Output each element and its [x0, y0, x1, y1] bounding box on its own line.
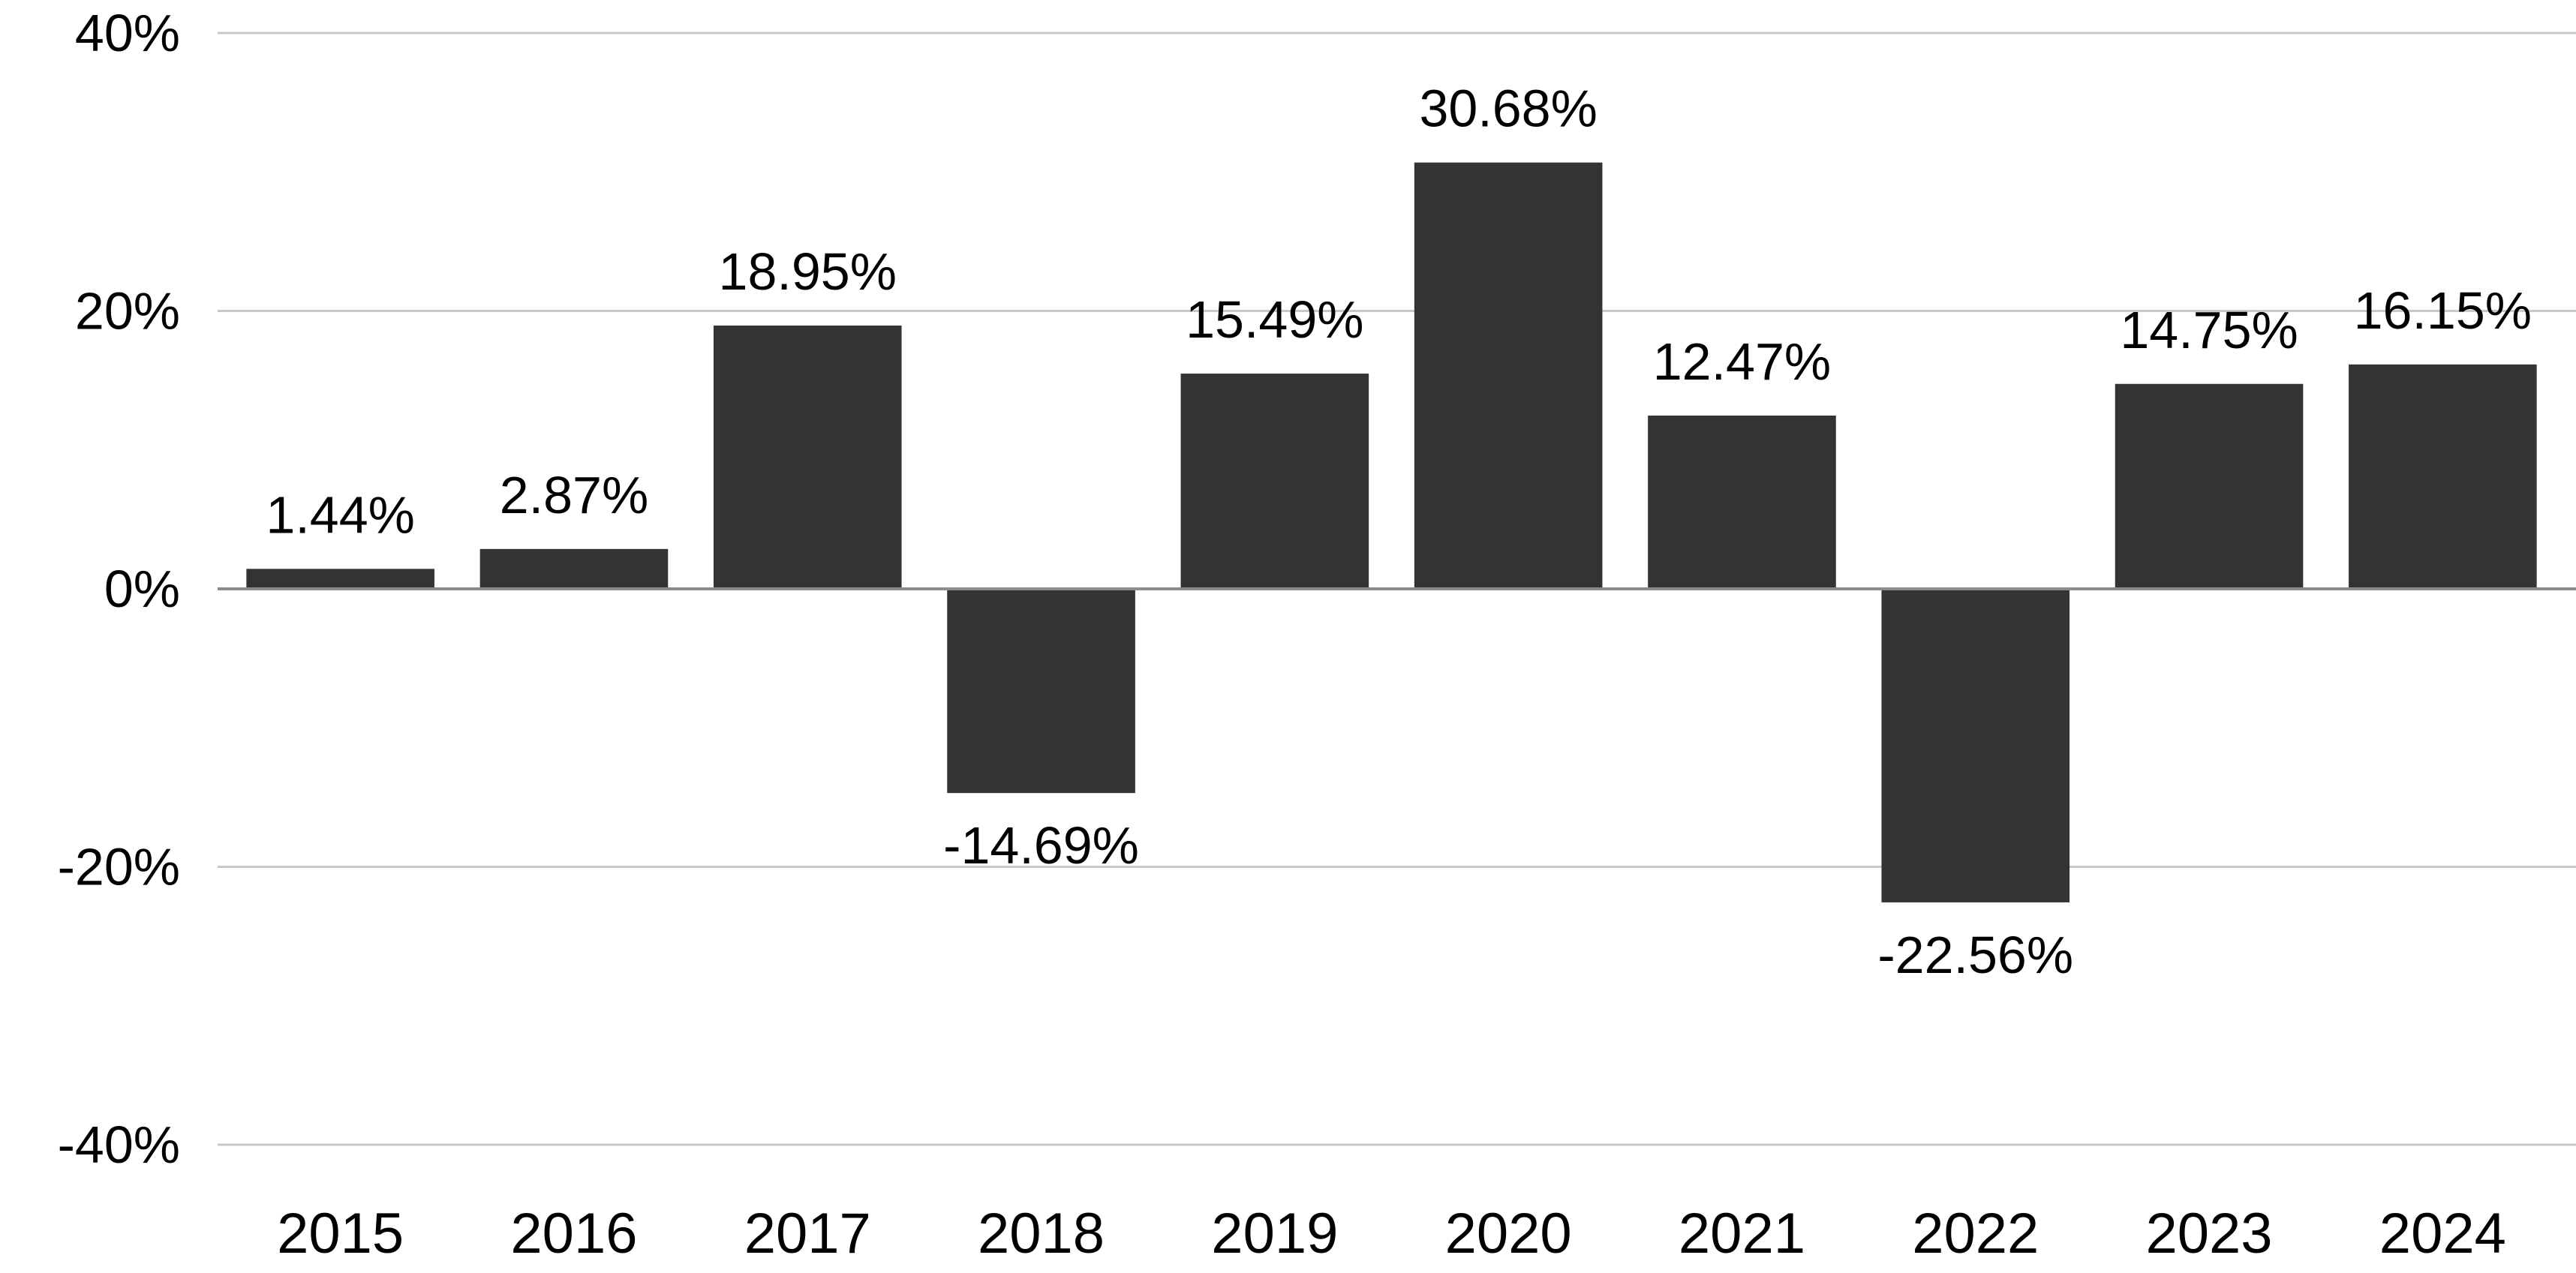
bar-value-label: 18.95% [719, 242, 897, 301]
x-tick-label: 2018 [978, 1202, 1105, 1265]
bar-2019 [1180, 374, 1369, 589]
x-tick-label: 2022 [1912, 1202, 2039, 1265]
bar-2021 [1648, 415, 1836, 589]
x-tick-label: 2024 [2379, 1202, 2506, 1265]
bar-value-label: 12.47% [1653, 332, 1831, 391]
x-axis-tick-labels: 2015 2016 2017 2018 2019 2020 2021 2022 2023 2024 [277, 1202, 2506, 1265]
bar-2018 [947, 589, 1135, 794]
bar-value-label: 15.49% [1186, 290, 1363, 349]
y-tick-label: -40% [58, 1115, 180, 1174]
bar-value-label: 2.87% [500, 466, 648, 524]
gridlines [218, 32, 2576, 1146]
x-tick-label: 2016 [510, 1202, 637, 1265]
bar-2015 [246, 569, 434, 589]
bar-2023 [2115, 383, 2304, 589]
bar-2020 [1414, 162, 1603, 589]
x-tick-label: 2015 [277, 1202, 404, 1265]
x-tick-label: 2021 [1679, 1202, 1805, 1265]
bars [246, 162, 2537, 902]
x-tick-label: 2023 [2146, 1202, 2273, 1265]
bar-value-label: -22.56% [1877, 926, 2073, 984]
bar-value-labels: 1.44% 2.87% 18.95% -14.69% 15.49% 30.68% 12.47… [266, 80, 2532, 984]
x-tick-label: 2019 [1211, 1202, 1338, 1265]
y-tick-label: -20% [58, 838, 180, 896]
x-tick-label: 2020 [1445, 1202, 1572, 1265]
bar-2024 [2349, 364, 2537, 589]
y-tick-label: 40% [75, 4, 180, 62]
bar-2017 [713, 325, 902, 589]
bar-value-label: -14.69% [943, 816, 1139, 875]
bar-2016 [479, 548, 669, 589]
y-tick-label: 20% [75, 282, 180, 341]
y-axis-tick-labels: 40% 20% 0% -20% -40% [58, 4, 180, 1174]
bar-2022 [1881, 589, 2070, 902]
bar-value-label: 1.44% [266, 485, 414, 544]
bar-value-label: 16.15% [2354, 281, 2532, 340]
y-tick-label: 0% [104, 560, 180, 618]
bar-value-label: 14.75% [2120, 301, 2298, 359]
x-tick-label: 2017 [744, 1202, 871, 1265]
bar-value-label: 30.68% [1419, 80, 1597, 138]
